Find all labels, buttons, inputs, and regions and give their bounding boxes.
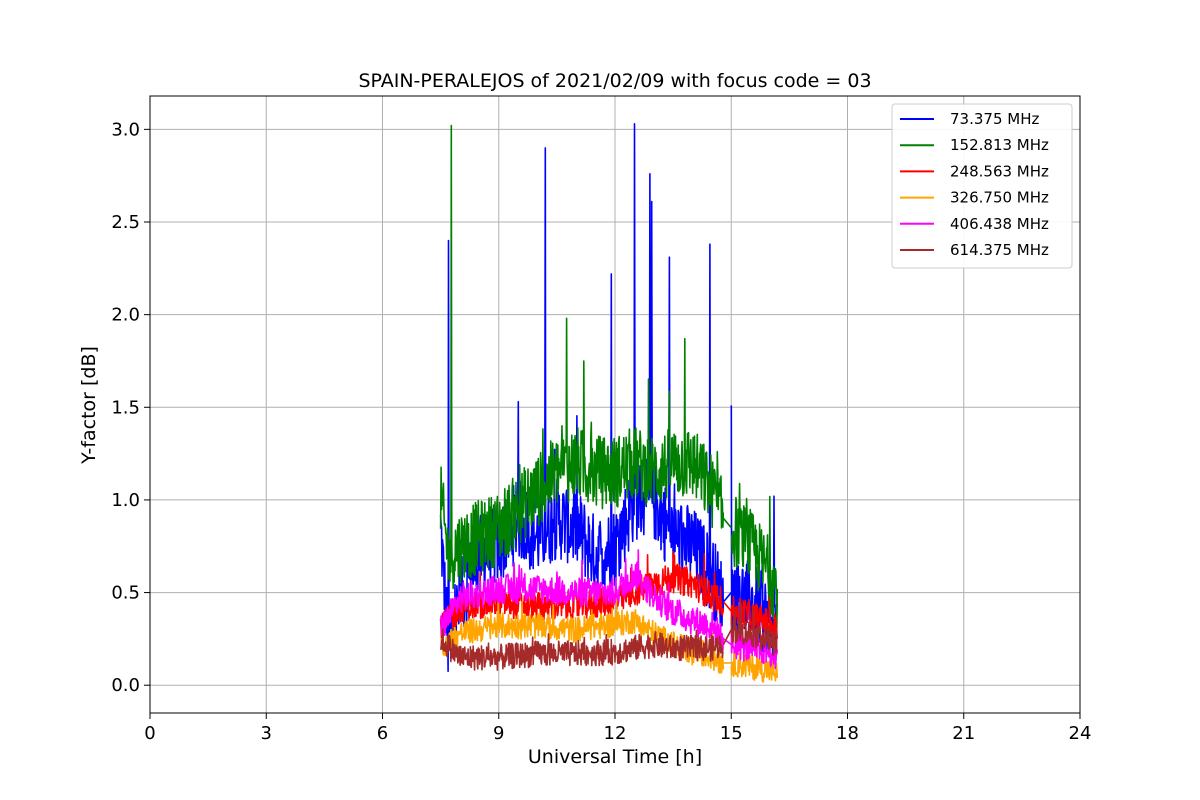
x-tick-label: 0: [144, 723, 155, 744]
legend: 73.375 MHz 152.813 MHz 248.563 MHz 326.750 …: [891, 103, 1073, 269]
series-gap-bridge: [722, 592, 732, 603]
y-tick-label: 3.0: [111, 119, 140, 140]
series-gap-bridge: [722, 517, 732, 529]
series-line: [439, 628, 724, 671]
x-tick-label: 15: [720, 723, 743, 744]
x-tick-label: 6: [377, 723, 388, 744]
series-line: [730, 603, 778, 657]
y-tick-label: 1.0: [111, 490, 140, 511]
series-line: [730, 482, 779, 628]
series-line: [439, 124, 725, 590]
axis-ticks: 0 3 6 9 12 15 18 21 24 0.0 0.5 1.0 1.5 2.0 2.5 3.0: [111, 119, 1091, 744]
x-tick-label: 9: [493, 723, 504, 744]
x-tick-label: 21: [952, 723, 975, 744]
legend-entry: 614.375 MHz: [950, 241, 1049, 259]
x-tick-label: 24: [1069, 723, 1092, 744]
chart-title: SPAIN-PERALEJOS of 2021/02/09 with focus…: [358, 70, 871, 92]
series-gap-bridge: [722, 601, 732, 612]
y-tick-label: 1.5: [111, 397, 140, 418]
series-line: [730, 647, 779, 683]
y-tick-label: 0.0: [111, 675, 140, 696]
legend-entry: 406.438 MHz: [950, 215, 1049, 233]
legend-box: [891, 103, 1073, 269]
series-gap-bridge: [723, 638, 732, 646]
y-axis-label: Y-factor [dB]: [78, 346, 100, 465]
x-tick-label: 3: [261, 723, 272, 744]
y-tick-label: 0.5: [111, 583, 140, 604]
legend-entry: 326.750 MHz: [950, 189, 1049, 207]
y-tick-label: 2.0: [111, 305, 140, 326]
x-axis-label: Universal Time [h]: [528, 746, 702, 768]
y-tick-label: 2.5: [111, 212, 140, 233]
x-tick-label: 12: [604, 723, 627, 744]
legend-entry: 248.563 MHz: [950, 162, 1049, 180]
plot-lines: [439, 123, 779, 683]
x-tick-label: 18: [836, 723, 859, 744]
legend-entry: 152.813 MHz: [950, 136, 1049, 154]
legend-entry: 73.375 MHz: [950, 110, 1039, 128]
series-gap-bridge: [722, 629, 732, 645]
series-line: [439, 549, 725, 652]
